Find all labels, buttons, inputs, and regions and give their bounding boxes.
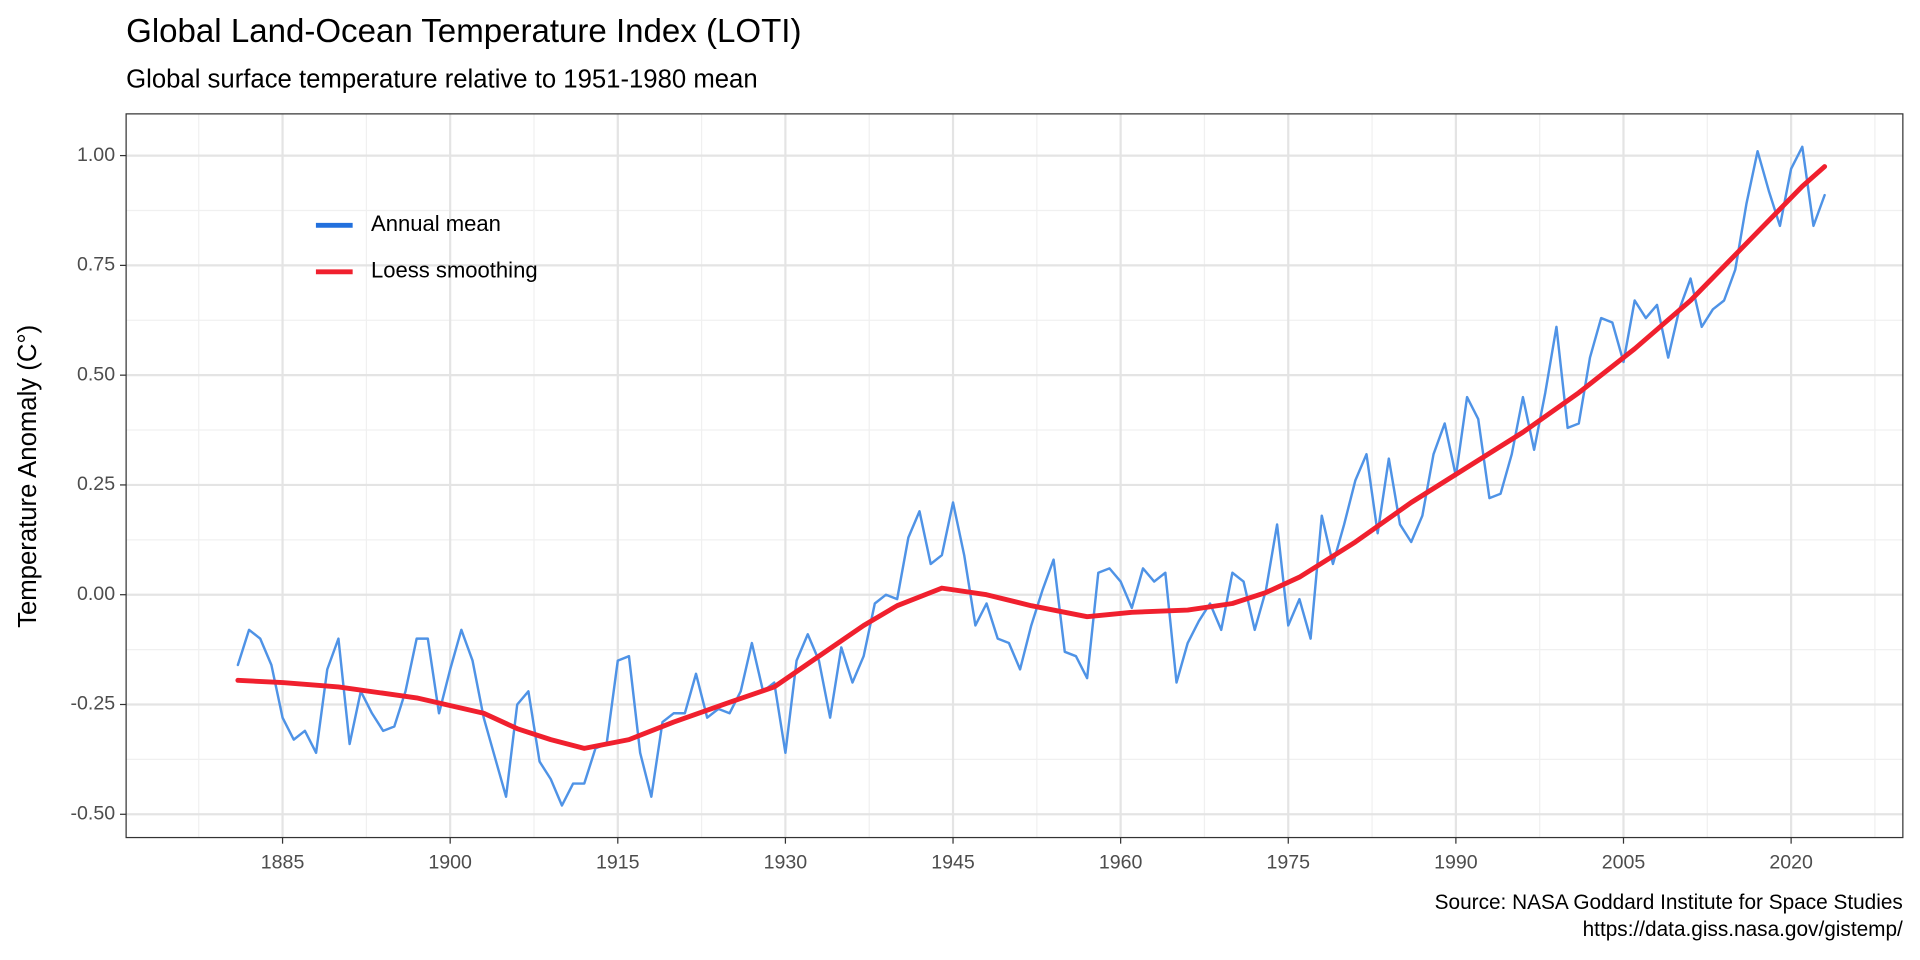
legend-label: Loess smoothing — [371, 258, 538, 283]
y-tick-label: 0.50 — [77, 363, 115, 385]
caption: https://data.giss.nasa.gov/gistemp/ — [1583, 918, 1903, 941]
y-tick-label: -0.50 — [70, 802, 115, 824]
x-tick-label: 1975 — [1266, 851, 1310, 873]
x-tick-label: 1930 — [764, 851, 808, 873]
x-tick-label: 1990 — [1434, 851, 1478, 873]
y-axis-label: Temperature Anomaly (C°) — [14, 325, 42, 628]
chart-title: Global Land-Ocean Temperature Index (LOT… — [126, 13, 801, 50]
x-tick-label: 2020 — [1769, 851, 1813, 873]
legend-label: Annual mean — [371, 211, 501, 236]
x-tick-label: 1945 — [931, 851, 975, 873]
x-tick-label: 1900 — [428, 851, 472, 873]
x-tick-label: 1885 — [261, 851, 305, 873]
y-tick-label: 0.75 — [77, 254, 115, 276]
x-tick-label: 1960 — [1099, 851, 1143, 873]
data-line — [236, 145, 1826, 807]
y-tick-label: 0.25 — [77, 473, 115, 495]
y-tick-label: -0.25 — [70, 693, 115, 715]
y-tick-label: 1.00 — [77, 144, 115, 166]
chart-subtitle: Global surface temperature relative to 1… — [126, 66, 758, 94]
x-tick-label: 2005 — [1602, 851, 1646, 873]
caption: Source: NASA Goddard Institute for Space… — [1435, 891, 1903, 914]
x-tick-label: 1915 — [596, 851, 640, 873]
y-tick-label: 0.00 — [77, 583, 115, 605]
data-line — [235, 164, 1828, 751]
plot-border — [125, 113, 1904, 839]
